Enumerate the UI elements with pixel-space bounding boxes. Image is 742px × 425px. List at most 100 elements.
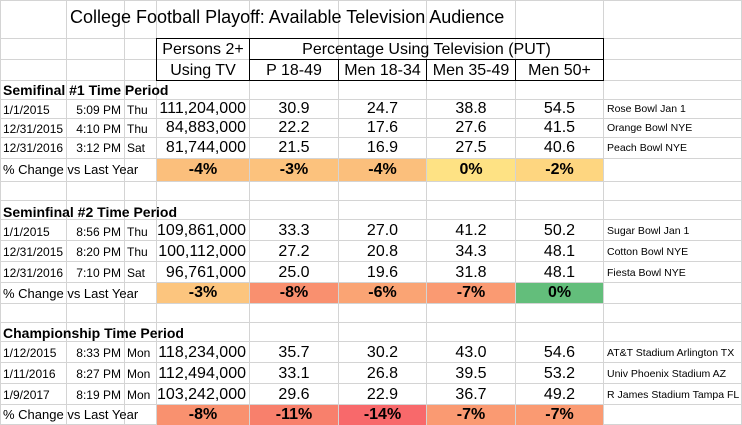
p18-49-cell: 30.9 (278, 100, 310, 117)
change-men50plus-cell: 0% (547, 284, 572, 301)
time-cell: 8:20 PM (76, 245, 121, 259)
fill-s1-v1 (339, 283, 426, 303)
p18-49-cell: 29.6 (278, 386, 310, 403)
p18-49-cell: 35.7 (278, 344, 310, 361)
day-cell: Thu (127, 122, 148, 136)
fill-s1-v3 (516, 283, 603, 303)
fill-s0-persons (157, 159, 249, 181)
persons-header-line1: Persons 2+ (162, 41, 244, 58)
men35-49-cell: 31.8 (455, 264, 487, 281)
men50plus-cell: 50.2 (543, 222, 576, 239)
date-cell: 1/9/2017 (3, 388, 50, 402)
day-cell: Sat (127, 266, 146, 280)
men50plus-cell: 48.1 (543, 243, 576, 260)
fill-s2-persons (157, 405, 249, 425)
change-men35-49-cell: -7% (456, 284, 486, 301)
p18-49-cell: 22.2 (278, 119, 310, 136)
section-title: Semifinal #1 Time Period (3, 82, 169, 98)
persons-cell: 112,494,000 (158, 365, 246, 382)
men18-34-cell: 27.0 (366, 222, 399, 239)
men18-34-cell: 20.8 (366, 243, 399, 260)
fill-s0-v3 (516, 159, 603, 181)
change-men18-34-cell: -4% (368, 161, 397, 178)
sheet-title: College Football Playoff: Available Tele… (70, 7, 505, 27)
persons-cell: 109,861,000 (157, 222, 246, 239)
venue-cell: AT&T Stadium Arlington TX (607, 347, 735, 359)
fill-s0-v2 (427, 159, 515, 181)
persons-cell: 96,761,000 (165, 264, 246, 281)
venue-cell: R James Stadium Tampa FL (607, 389, 740, 401)
date-cell: 12/31/2016 (3, 266, 64, 280)
men18-34-cell: 30.2 (366, 344, 399, 361)
fill-s0-v1 (339, 159, 426, 181)
men50plus-cell: 54.6 (543, 344, 576, 361)
men18-34-cell: 16.9 (366, 139, 399, 156)
fill-s2-v3 (516, 405, 603, 425)
p18-49-cell: 33.3 (278, 222, 310, 239)
change-men50plus-cell: -2% (545, 161, 574, 178)
men35-49-cell: 34.3 (455, 243, 487, 260)
change-p18-49-cell: -11% (275, 406, 313, 423)
day-cell: Thu (127, 225, 148, 239)
col-header-men50plus: Men 50+ (528, 62, 591, 79)
date-cell: 12/31/2015 (3, 245, 64, 259)
change-men35-49-cell: -7% (456, 406, 486, 423)
men35-49-cell: 27.5 (455, 139, 487, 156)
day-cell: Thu (127, 245, 148, 259)
time-cell: 8:33 PM (76, 346, 121, 360)
men35-49-cell: 41.2 (455, 222, 487, 239)
venue-cell: Univ Phoenix Stadium AZ (607, 368, 727, 380)
date-cell: 12/31/2015 (3, 122, 64, 136)
change-men35-49-cell: 0% (459, 161, 483, 178)
time-cell: 8:19 PM (76, 388, 121, 402)
change-p18-49-cell: -8% (279, 284, 309, 301)
day-cell: Mon (127, 346, 151, 360)
venue-cell: Cotton Bowl NYE (607, 246, 689, 258)
time-cell: 7:10 PM (76, 266, 121, 280)
time-cell: 8:27 PM (76, 367, 121, 381)
time-cell: 8:56 PM (76, 225, 121, 239)
venue-cell: Rose Bowl Jan 1 (607, 103, 686, 115)
fill-s1-v0 (250, 283, 338, 303)
men50plus-cell: 48.1 (543, 264, 576, 281)
men18-34-cell: 26.8 (366, 365, 399, 382)
col-header-men35-49: Men 35-49 (432, 62, 510, 79)
men35-49-cell: 38.8 (455, 100, 487, 117)
date-cell: 1/1/2015 (3, 225, 50, 239)
day-cell: Mon (127, 367, 151, 381)
p18-49-cell: 33.1 (278, 365, 310, 382)
fill-s1-persons (157, 283, 249, 303)
section-title: Seminfinal #2 Time Period (3, 204, 178, 220)
time-cell: 3:12 PM (76, 141, 121, 155)
fill-s2-v1 (339, 405, 426, 425)
men50plus-cell: 40.6 (543, 139, 576, 156)
men18-34-cell: 19.6 (366, 264, 399, 281)
p18-49-cell: 27.2 (278, 243, 310, 260)
persons-cell: 100,112,000 (158, 243, 246, 260)
time-cell: 5:09 PM (76, 103, 121, 117)
col-header-p18-49: P 18-49 (266, 62, 322, 79)
men35-49-cell: 39.5 (455, 365, 487, 382)
men18-34-cell: 17.6 (366, 119, 399, 136)
venue-cell: Orange Bowl NYE (607, 122, 693, 134)
venue-cell: Sugar Bowl Jan 1 (607, 225, 690, 237)
change-persons-cell: -4% (188, 161, 218, 178)
men35-49-cell: 36.7 (455, 386, 487, 403)
persons-cell: 84,883,000 (165, 119, 246, 136)
col-header-men18-34: Men 18-34 (344, 62, 421, 79)
date-cell: 12/31/2016 (3, 141, 64, 155)
time-cell: 4:10 PM (76, 122, 121, 136)
men18-34-cell: 22.9 (366, 386, 399, 403)
persons-cell: 81,744,000 (165, 139, 246, 156)
change-label: % Change vs Last Year (3, 407, 139, 422)
men50plus-cell: 49.2 (543, 386, 576, 403)
date-cell: 1/11/2016 (3, 367, 56, 381)
day-cell: Mon (127, 388, 151, 402)
men50plus-cell: 41.5 (543, 119, 576, 136)
men35-49-cell: 43.0 (455, 344, 487, 361)
day-cell: Sat (127, 141, 146, 155)
change-persons-cell: -8% (188, 406, 218, 423)
section-title: Championship Time Period (3, 325, 184, 341)
persons-cell: 111,204,000 (159, 100, 246, 117)
change-men18-34-cell: -6% (368, 284, 397, 301)
